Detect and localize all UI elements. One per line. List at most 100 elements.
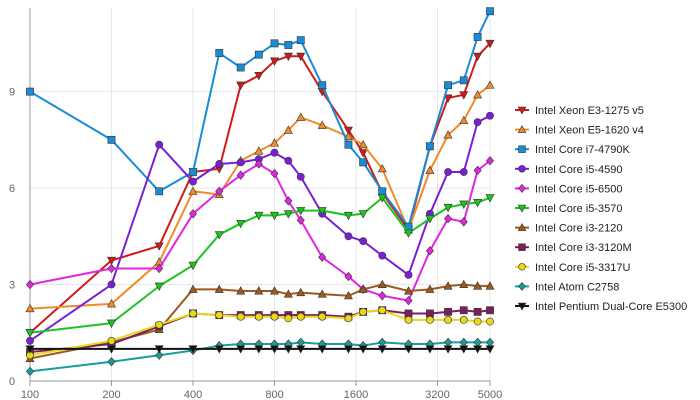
data-point	[378, 187, 387, 196]
data-point	[214, 345, 224, 354]
data-point	[425, 345, 435, 354]
data-point	[270, 211, 280, 221]
legend-swatch-marker	[517, 204, 527, 213]
series-line	[29, 42, 491, 334]
data-point	[189, 168, 197, 176]
data-point	[283, 289, 293, 298]
data-point	[425, 284, 435, 293]
data-point	[358, 139, 368, 149]
data-point	[254, 50, 263, 59]
data-point	[444, 81, 452, 90]
data-point	[426, 142, 434, 151]
data-point	[318, 252, 327, 262]
data-point	[155, 140, 164, 149]
data-point	[254, 159, 263, 169]
data-point	[459, 200, 469, 209]
data-point	[344, 314, 353, 323]
data-point	[459, 168, 468, 176]
data-point	[343, 345, 353, 354]
data-point	[107, 298, 117, 308]
data-point	[107, 135, 116, 144]
data-point	[485, 39, 495, 49]
series-line	[29, 283, 490, 360]
data-point	[154, 242, 164, 251]
data-point	[486, 7, 494, 16]
series-3	[26, 111, 494, 345]
data-point	[343, 211, 353, 221]
data-point	[189, 209, 198, 219]
data-point	[444, 168, 452, 176]
series-8	[26, 306, 494, 360]
data-point	[107, 319, 117, 328]
x-tick-label: 1600	[344, 389, 368, 400]
data-point	[188, 261, 198, 271]
data-point	[485, 194, 495, 203]
data-point	[25, 345, 35, 354]
data-point	[236, 286, 246, 295]
data-point	[318, 312, 327, 321]
data-point	[236, 345, 246, 354]
legend-item: Intel Xeon E3-1275 v5	[515, 105, 644, 117]
data-point	[296, 112, 306, 121]
data-point	[296, 312, 305, 321]
series-line	[29, 114, 491, 342]
data-point	[344, 232, 353, 241]
data-point	[107, 263, 116, 274]
data-point	[473, 317, 482, 326]
legend-label: Intel Core i5-3570	[535, 203, 622, 215]
legend-item: Intel Pentium Dual-Core E5300	[515, 301, 687, 313]
x-tick-label: 800	[265, 389, 283, 400]
data-point	[359, 307, 368, 316]
data-point	[215, 186, 224, 196]
x-tick-label: 100	[21, 389, 39, 400]
data-point	[296, 52, 306, 62]
legend-label: Intel Atom C2758	[535, 281, 619, 293]
data-point	[426, 316, 434, 324]
legend-label: Intel Core i7-4790K	[535, 144, 630, 156]
data-point	[343, 290, 353, 300]
legend-swatch-marker	[517, 124, 527, 133]
data-point	[215, 311, 224, 319]
data-point	[284, 41, 293, 49]
data-point	[296, 36, 305, 45]
data-point	[486, 111, 494, 120]
data-point	[359, 237, 368, 246]
data-point	[358, 149, 368, 158]
x-tick-label: 200	[102, 389, 120, 400]
data-point	[443, 281, 453, 290]
legend-item: Intel Core i5-6500	[515, 183, 622, 195]
data-point	[486, 317, 494, 326]
data-point	[254, 146, 264, 155]
series-2	[26, 7, 494, 231]
data-point	[473, 199, 483, 208]
legend-swatch-marker	[518, 281, 526, 291]
data-point	[359, 158, 368, 167]
legend-label: Intel Pentium Dual-Core E5300	[535, 301, 687, 313]
data-point	[318, 81, 327, 90]
data-point	[107, 256, 117, 266]
legend-item: Intel Core i5-3570	[515, 203, 622, 215]
legend-swatch-marker	[518, 263, 526, 271]
data-point	[26, 366, 34, 377]
data-point	[473, 52, 483, 62]
series-line	[29, 84, 491, 310]
data-point	[270, 148, 279, 157]
data-point	[270, 345, 280, 354]
data-point	[215, 160, 224, 168]
legend-label: Intel Xeon E5-1620 v4	[535, 125, 644, 137]
data-point	[296, 172, 305, 181]
series-4	[26, 156, 494, 306]
data-point	[236, 81, 246, 91]
data-point	[296, 215, 305, 225]
y-tick-label: 3	[9, 280, 15, 292]
series-line	[29, 10, 491, 228]
legend-item: Intel Core i3-2120	[515, 223, 622, 235]
data-point	[155, 350, 164, 360]
data-point	[284, 196, 293, 206]
data-point	[215, 49, 224, 57]
data-point	[154, 282, 164, 291]
data-point	[459, 91, 469, 100]
data-point	[25, 303, 35, 313]
data-point	[284, 156, 293, 165]
data-point	[270, 312, 279, 321]
